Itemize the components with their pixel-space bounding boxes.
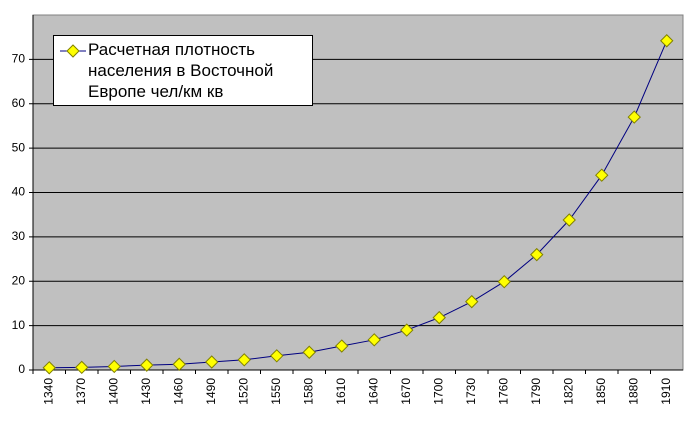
marker <box>530 247 544 262</box>
x-tick-label: 1550 <box>269 378 283 405</box>
x-tick-label: 1490 <box>204 378 218 405</box>
marker <box>172 357 186 371</box>
y-tick-label: 70 <box>12 52 26 66</box>
marker <box>335 339 349 353</box>
legend-label: Расчетная плотность населения в Восточно… <box>88 40 274 101</box>
marker <box>465 294 479 309</box>
x-tick-label: 1610 <box>334 378 348 405</box>
x-tick-label: 1340 <box>41 378 55 405</box>
legend-key <box>60 44 86 58</box>
marker <box>367 333 381 347</box>
legend-marker <box>66 44 80 58</box>
x-tick-label: 1790 <box>529 378 543 405</box>
y-tick-label: 20 <box>12 273 26 287</box>
x-tick-label: 1910 <box>659 378 673 405</box>
x-tick-label: 1760 <box>496 378 510 405</box>
x-tick-label: 1850 <box>594 378 608 405</box>
marker <box>237 353 251 367</box>
x-tick-label: 1460 <box>171 378 185 405</box>
marker <box>270 349 284 363</box>
marker <box>432 310 446 325</box>
marker <box>562 213 576 227</box>
x-tick-label: 1640 <box>366 378 380 405</box>
marker <box>140 358 154 372</box>
x-tick-label: 1370 <box>74 378 88 405</box>
marker <box>107 359 121 374</box>
y-tick-label: 30 <box>12 229 26 243</box>
marker <box>595 168 609 182</box>
marker <box>627 110 641 124</box>
marker <box>497 274 511 289</box>
marker <box>75 360 89 375</box>
y-tick-label: 60 <box>12 96 26 110</box>
x-tick-label: 1400 <box>106 378 120 405</box>
y-tick-label: 40 <box>12 185 26 199</box>
x-tick-label: 1700 <box>431 378 445 405</box>
marker <box>42 361 56 375</box>
marker <box>205 355 219 369</box>
y-tick-label: 0 <box>18 362 25 376</box>
legend: Расчетная плотность населения в Восточно… <box>53 35 313 106</box>
x-tick-label: 1670 <box>399 378 413 405</box>
x-tick-label: 1520 <box>236 378 250 405</box>
x-tick-label: 1880 <box>626 378 640 405</box>
marker <box>400 323 414 337</box>
x-tick-label: 1730 <box>464 378 478 405</box>
marker <box>302 345 316 359</box>
marker <box>660 34 674 48</box>
y-tick-label: 10 <box>12 318 26 332</box>
x-tick-label: 1430 <box>139 378 153 405</box>
x-tick-label: 1580 <box>301 378 315 405</box>
y-tick-label: 50 <box>12 140 26 154</box>
x-tick-label: 1820 <box>561 378 575 405</box>
